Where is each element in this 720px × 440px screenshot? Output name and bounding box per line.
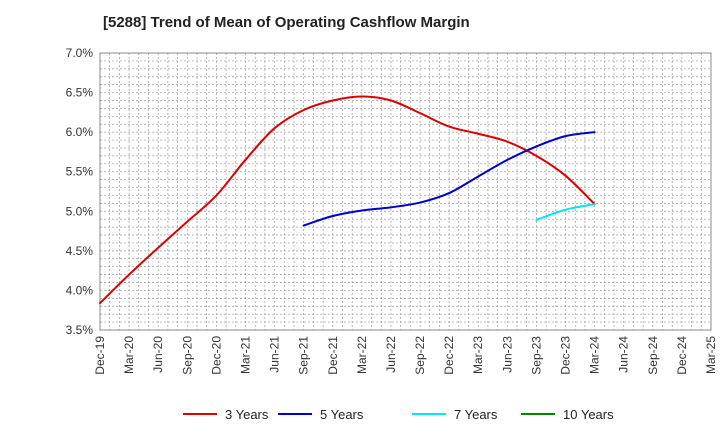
y-tick-label: 6.0% [66,125,94,139]
x-tick-label: Dec-23 [559,336,573,375]
plot-border [99,52,712,331]
y-tick-label: 5.5% [66,165,94,179]
x-tick-label: Mar-24 [588,336,602,374]
x-tick-label: Jun-24 [617,336,631,373]
chart-title: [5288] Trend of Mean of Operating Cashfl… [103,14,470,31]
legend-label-10-years: 10 Years [563,407,614,422]
legend-label-3-years: 3 Years [225,407,269,422]
legend-label-5-years: 5 Years [320,407,364,422]
x-tick-label: Sep-20 [180,336,194,375]
y-tick-label: 7.0% [66,46,94,60]
y-tick-label: 6.5% [66,86,94,100]
x-tick-label: Dec-24 [675,336,689,375]
series-line-5-years [302,131,596,227]
x-tick-label: Jun-20 [151,336,165,373]
x-tick-label: Sep-21 [297,336,311,375]
x-tick-label: Dec-19 [93,336,107,375]
x-tick-label: Dec-21 [326,336,340,375]
x-tick-label: Dec-22 [442,336,456,375]
y-tick-label: 5.0% [66,204,94,218]
x-tick-label: Mar-23 [471,336,485,374]
series-line-3-years [99,95,596,305]
x-tick-label: Sep-23 [529,336,543,375]
x-tick-label: Mar-21 [238,336,252,374]
y-tick-label: 4.5% [66,244,94,258]
y-tick-label: 4.0% [66,283,94,297]
x-tick-label: Sep-24 [646,336,660,375]
x-tick-label: Mar-22 [355,336,369,374]
x-tick-label: Mar-25 [704,336,718,374]
plot-area [100,53,711,330]
x-tick-label: Dec-20 [209,336,223,375]
legend-label-7-years: 7 Years [454,407,498,422]
x-tick-label: Jun-23 [500,336,514,373]
x-tick-label: Jun-22 [384,336,398,373]
x-tick-label: Mar-20 [122,336,136,374]
series-line-7-years [535,203,596,221]
y-tick-label: 3.5% [66,323,94,337]
x-tick-label: Jun-21 [268,336,282,373]
x-tick-label: Sep-22 [413,336,427,375]
